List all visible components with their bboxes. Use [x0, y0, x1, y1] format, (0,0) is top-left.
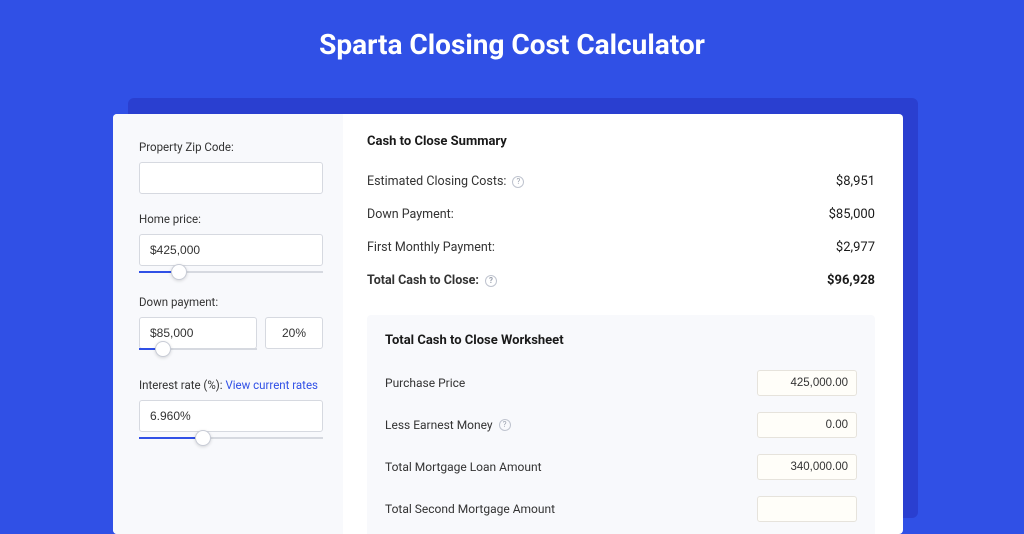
- help-icon[interactable]: ?: [512, 176, 524, 188]
- home-price-slider[interactable]: [139, 271, 323, 273]
- down-payment-label: Down payment:: [139, 295, 323, 309]
- home-price-slider-thumb[interactable]: [171, 264, 187, 280]
- worksheet-label: Total Mortgage Loan Amount: [385, 460, 542, 474]
- page-title: Sparta Closing Cost Calculator: [0, 0, 1024, 85]
- worksheet-label: Total Second Mortgage Amount: [385, 502, 555, 516]
- interest-slider-fill: [139, 437, 203, 439]
- worksheet-value-input[interactable]: [757, 454, 857, 480]
- worksheet-label: Less Earnest Money: [385, 418, 493, 432]
- interest-label: Interest rate (%):: [139, 378, 223, 392]
- summary-title: Cash to Close Summary: [367, 134, 875, 149]
- worksheet-title: Total Cash to Close Worksheet: [385, 333, 857, 348]
- zip-input[interactable]: [139, 162, 323, 194]
- inputs-sidebar: Property Zip Code: Home price: Down paym…: [113, 114, 343, 534]
- help-icon[interactable]: ?: [499, 419, 511, 431]
- calculator-card: Property Zip Code: Home price: Down paym…: [113, 114, 903, 534]
- worksheet-value-input[interactable]: [757, 496, 857, 522]
- interest-slider[interactable]: [139, 437, 323, 439]
- worksheet-panel: Total Cash to Close Worksheet Purchase P…: [367, 315, 875, 534]
- interest-slider-thumb[interactable]: [195, 430, 211, 446]
- interest-field-group: Interest rate (%): View current rates: [139, 378, 323, 439]
- worksheet-row: Total Mortgage Loan Amount: [385, 446, 857, 488]
- down-payment-slider[interactable]: [139, 348, 257, 350]
- summary-label-text: Estimated Closing Costs:: [367, 174, 506, 189]
- worksheet-row: Total Second Mortgage Amount: [385, 488, 857, 530]
- down-payment-field-group: Down payment:: [139, 295, 323, 356]
- worksheet-label: Purchase Price: [385, 376, 465, 390]
- summary-row: First Monthly Payment: $2,977: [367, 231, 875, 264]
- summary-label-text: First Monthly Payment:: [367, 240, 495, 255]
- summary-total-row: Total Cash to Close: ? $96,928: [367, 264, 875, 297]
- worksheet-row: Purchase Price: [385, 362, 857, 404]
- view-rates-link[interactable]: View current rates: [225, 378, 318, 392]
- summary-row: Estimated Closing Costs: ? $8,951: [367, 165, 875, 198]
- home-price-field-group: Home price:: [139, 212, 323, 273]
- home-price-input[interactable]: [139, 234, 323, 266]
- worksheet-value-input[interactable]: [757, 412, 857, 438]
- summary-row: Down Payment: $85,000: [367, 198, 875, 231]
- summary-label-text: Down Payment:: [367, 207, 454, 222]
- down-payment-pct-input[interactable]: [265, 317, 323, 349]
- home-price-label: Home price:: [139, 212, 323, 226]
- summary-total-label: Total Cash to Close:: [367, 273, 479, 288]
- summary-value: $8,951: [836, 174, 875, 189]
- worksheet-value-input[interactable]: [757, 370, 857, 396]
- interest-input[interactable]: [139, 400, 323, 432]
- help-icon[interactable]: ?: [485, 275, 497, 287]
- results-panel: Cash to Close Summary Estimated Closing …: [343, 114, 903, 534]
- zip-field-group: Property Zip Code:: [139, 140, 323, 194]
- summary-total-value: $96,928: [827, 273, 875, 288]
- zip-label: Property Zip Code:: [139, 140, 323, 154]
- summary-value: $2,977: [836, 240, 875, 255]
- summary-value: $85,000: [829, 207, 875, 222]
- down-payment-slider-thumb[interactable]: [155, 341, 171, 357]
- worksheet-row: Less Earnest Money ?: [385, 404, 857, 446]
- interest-label-row: Interest rate (%): View current rates: [139, 378, 323, 392]
